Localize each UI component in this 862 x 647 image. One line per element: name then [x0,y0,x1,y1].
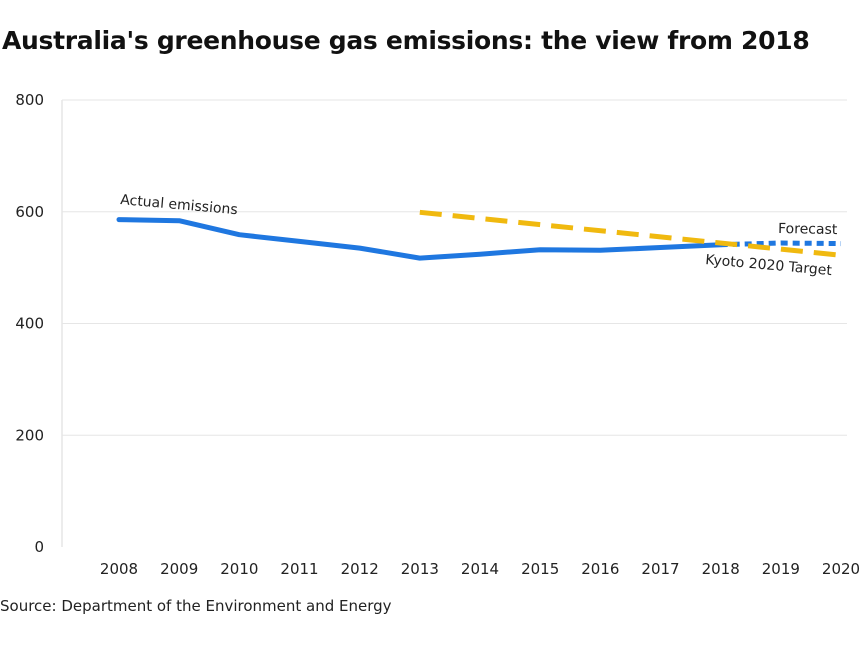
x-tick-label-2020: 2020 [822,560,860,578]
annotation-actual-emissions: Actual emissions [120,192,239,218]
series-line-kyoto-2020-target [419,209,842,258]
x-tick-label-2019: 2019 [762,560,800,578]
source-note: Source: Department of the Environment an… [0,597,392,615]
y-tick-label-600: 600 [15,203,44,221]
x-tick-label-2015: 2015 [521,560,559,578]
series-line-actual-emissions [116,217,724,261]
x-tick-label-2013: 2013 [401,560,439,578]
x-tick-label-2009: 2009 [160,560,198,578]
series-lines [116,209,842,261]
grid-lines [61,99,847,547]
x-tick-label-2016: 2016 [581,560,619,578]
y-tick-label-0: 0 [34,538,44,556]
chart-title: Australia's greenhouse gas emissions: th… [2,26,810,55]
x-tick-label-2011: 2011 [280,560,318,578]
series-line-forecast [720,240,842,248]
x-tick-label-2018: 2018 [702,560,740,578]
x-tick-label-2014: 2014 [461,560,499,578]
x-axis: 2008 2009 2010 2011 2012 2013 2014 2015 2016 2017… [100,560,860,578]
x-tick-label-2010: 2010 [220,560,258,578]
y-tick-label-800: 800 [15,91,44,109]
x-tick-label-2012: 2012 [341,560,379,578]
annotation-kyoto-target: Kyoto 2020 Target [705,252,833,279]
y-tick-label-400: 400 [15,315,44,333]
annotation-forecast: Forecast [778,221,838,238]
annotations: Actual emissions Forecast Kyoto 2020 Tar… [120,192,838,279]
x-tick-label-2008: 2008 [100,560,138,578]
x-tick-label-2017: 2017 [641,560,679,578]
y-axis: 0 200 400 600 800 [15,91,44,556]
y-tick-label-200: 200 [15,426,44,444]
